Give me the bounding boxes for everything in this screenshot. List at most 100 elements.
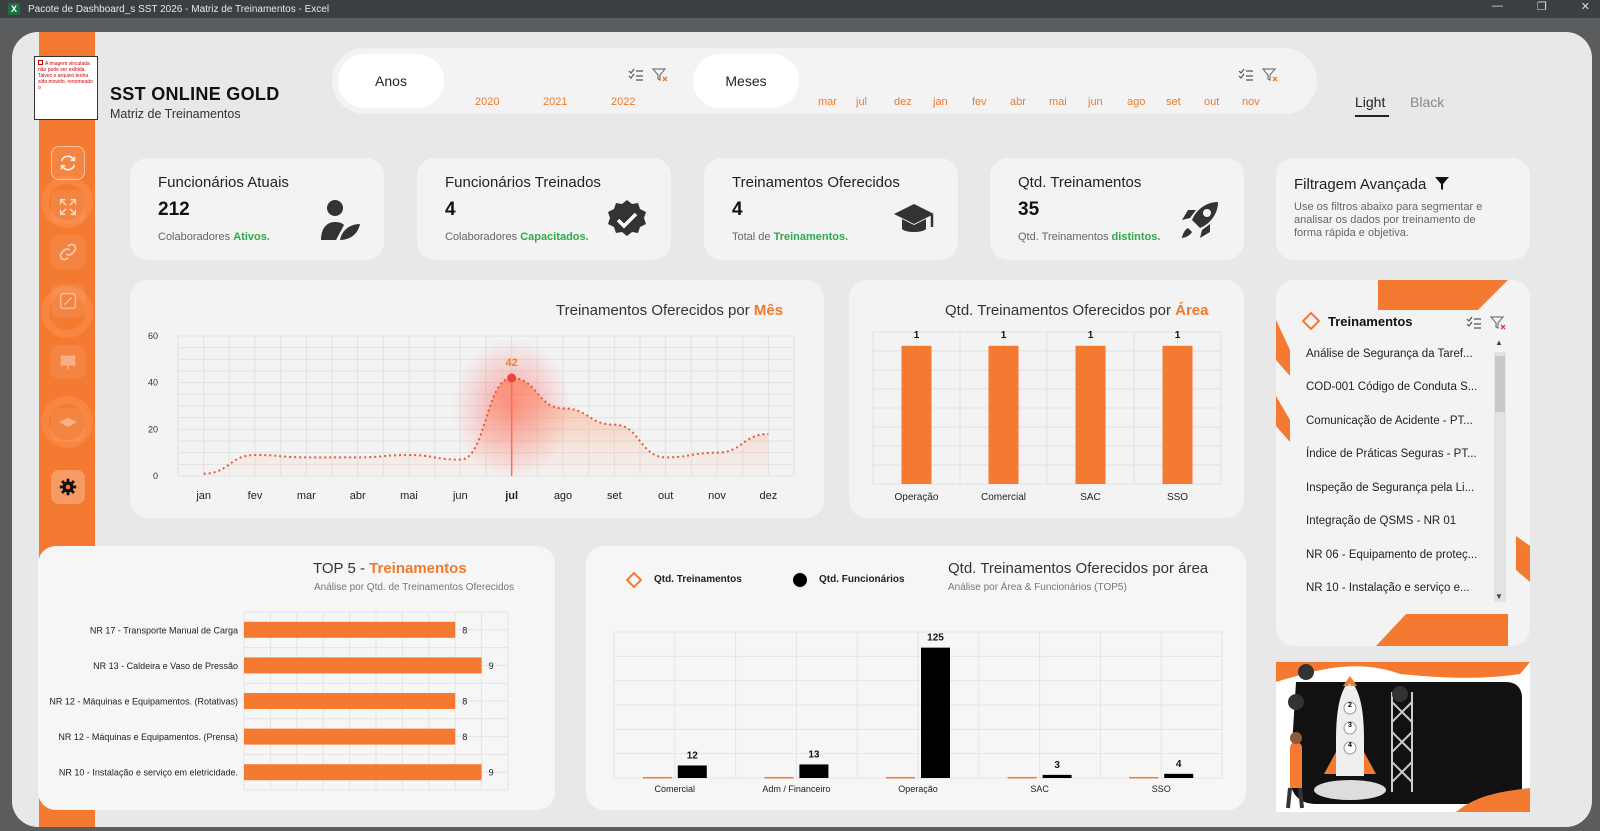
slicer-item[interactable]: NR 06 - Equipamento de proteç... (1306, 549, 1478, 561)
bar-value-label: 9 (489, 768, 494, 778)
y-tick-label: NR 10 - Instalação e serviço em eletrici… (59, 768, 238, 778)
refresh-button[interactable] (51, 146, 85, 180)
area-bar-chart: 1 Operação 1 Comercial 1 SAC 1 SSO (872, 330, 1222, 503)
close-button[interactable]: ✕ (1580, 1, 1590, 13)
scroll-up-icon[interactable]: ▲ (1495, 338, 1503, 347)
month-chip[interactable]: set (1166, 96, 1181, 108)
minimize-button[interactable]: — (1491, 0, 1503, 12)
kpi-subtitle: Colaboradores Ativos. (158, 231, 270, 243)
kpi-subtitle: Colaboradores Capacitados. (445, 231, 589, 243)
bar-value-label: 3 (1054, 760, 1060, 771)
years-slicer-label[interactable]: Anos (338, 54, 444, 108)
bar-value-label: 9 (489, 661, 494, 671)
x-tick-label: abr (350, 490, 366, 502)
brand-subtitle: Matriz de Treinamentos (110, 107, 241, 121)
slicer-item[interactable]: Comunicação de Acidente - PT... (1306, 415, 1473, 427)
presentation-button[interactable] (51, 345, 85, 379)
rocket-illustration: 2 3 4 1 (1276, 662, 1530, 812)
slicer-item[interactable]: Inspeção de Segurança pela Li... (1306, 482, 1475, 494)
x-tick-label: jun (452, 490, 468, 502)
bar-value-label: 125 (927, 633, 944, 644)
scroll-down-icon[interactable]: ▼ (1495, 592, 1503, 601)
slicer-scrollbar[interactable] (1494, 352, 1506, 602)
link-icon (59, 243, 77, 261)
combo-chart-card: Qtd. Treinamentos Oferecidos por área An… (586, 546, 1246, 810)
clear-filter-icon[interactable] (1490, 316, 1506, 330)
year-chip-2021[interactable]: 2021 (543, 96, 568, 108)
kpi-card-trained: Funcionários Treinados 4 Colaboradores C… (417, 158, 671, 260)
multiselect-icon[interactable] (1466, 316, 1482, 330)
rocket-illustration-art (1276, 662, 1530, 812)
bar (921, 647, 950, 778)
link-button[interactable] (51, 235, 85, 269)
training-button[interactable] (51, 408, 85, 442)
kpi-value: 35 (1018, 199, 1040, 220)
theme-light-toggle[interactable]: Light (1355, 94, 1386, 110)
x-tick-label: SAC (1030, 784, 1049, 794)
x-tick-label: jul (504, 490, 518, 502)
clear-filter-icon[interactable] (1262, 68, 1278, 82)
check-badge-icon (608, 200, 646, 236)
bar-value-label: 1 (914, 330, 920, 341)
bar-value-label: 8 (462, 732, 467, 742)
month-chip[interactable]: out (1204, 96, 1220, 108)
month-chip[interactable]: jun (1088, 96, 1103, 108)
month-chip[interactable]: dez (894, 96, 912, 108)
x-tick-label: mai (400, 490, 418, 502)
slicer-scroll-thumb[interactable] (1495, 356, 1505, 412)
y-tick-label: 0 (153, 471, 158, 481)
months-slicer-label[interactable]: Meses (693, 54, 799, 108)
year-chip-2020[interactable]: 2020 (475, 96, 500, 108)
logo-placeholder: A imagem vinculada não pode ser exibida.… (34, 56, 98, 120)
multiselect-icon[interactable] (628, 68, 644, 82)
bar-value-label: 12 (687, 750, 699, 761)
month-chip[interactable]: mar (818, 96, 837, 108)
bar (244, 728, 456, 745)
month-chip[interactable]: ago (1127, 96, 1146, 108)
bar (901, 345, 932, 484)
expand-button[interactable] (51, 190, 85, 224)
graduation-icon (58, 417, 78, 427)
bar (886, 776, 915, 779)
slicer-item[interactable]: Análise de Segurança da Taref... (1306, 348, 1473, 360)
edit-button[interactable] (51, 284, 85, 318)
month-chip[interactable]: jul (856, 96, 868, 108)
settings-button[interactable] (51, 470, 85, 504)
bar-value-label: 8 (462, 625, 467, 635)
bar-value-label: 1 (1088, 330, 1094, 341)
kpi-card-offered: Treinamentos Oferecidos 4 Total de Trein… (704, 158, 958, 260)
y-tick-label: NR 12 - Máquinas e Equipamentos. (Prensa… (58, 732, 238, 742)
month-chip[interactable]: nov (1242, 96, 1260, 108)
legend-dot-icon (793, 573, 807, 587)
slicer-item[interactable]: Índice de Práticas Seguras - PT... (1306, 448, 1477, 460)
slicer-item[interactable]: NR 10 - Instalação e serviço e... (1306, 582, 1470, 594)
x-tick-label: Comercial (981, 492, 1026, 503)
bar (1042, 774, 1072, 778)
year-chip-2022[interactable]: 2022 (611, 96, 636, 108)
kpi-card-total: Qtd. Treinamentos 35 Qtd. Treinamentos d… (990, 158, 1244, 260)
month-chip[interactable]: fev (972, 96, 987, 108)
top5-chart-subtitle: Análise por Qtd. de Treinamentos Ofereci… (314, 582, 515, 593)
bar (244, 764, 482, 781)
x-tick-label: Operação (898, 784, 938, 794)
theme-black-toggle[interactable]: Black (1410, 94, 1445, 110)
restore-button[interactable]: ❐ (1536, 1, 1547, 13)
x-tick-label: SSO (1152, 784, 1171, 794)
graduation-cap-icon (894, 204, 934, 232)
slicer-item[interactable]: Integração de QSMS - NR 01 (1306, 515, 1457, 527)
rocket-number: 4 (1348, 742, 1352, 749)
x-tick-label: jan (195, 490, 211, 502)
x-tick-label: Comercial (655, 784, 696, 794)
x-tick-label: SSO (1167, 492, 1188, 503)
month-chip[interactable]: mai (1049, 96, 1067, 108)
bar (1162, 345, 1193, 484)
advanced-filter-title: Filtragem Avançada (1294, 176, 1450, 193)
legend-employees: Qtd. Funcionários (819, 574, 905, 585)
slicer-item[interactable]: COD-001 Código de Conduta S... (1306, 381, 1478, 393)
month-chip[interactable]: abr (1010, 96, 1026, 108)
rocket-number: 3 (1348, 722, 1352, 729)
clear-filter-icon[interactable] (652, 68, 668, 82)
month-chip[interactable]: jan (933, 96, 948, 108)
bar-value-label: 1 (1175, 330, 1181, 341)
multiselect-icon[interactable] (1238, 68, 1254, 82)
